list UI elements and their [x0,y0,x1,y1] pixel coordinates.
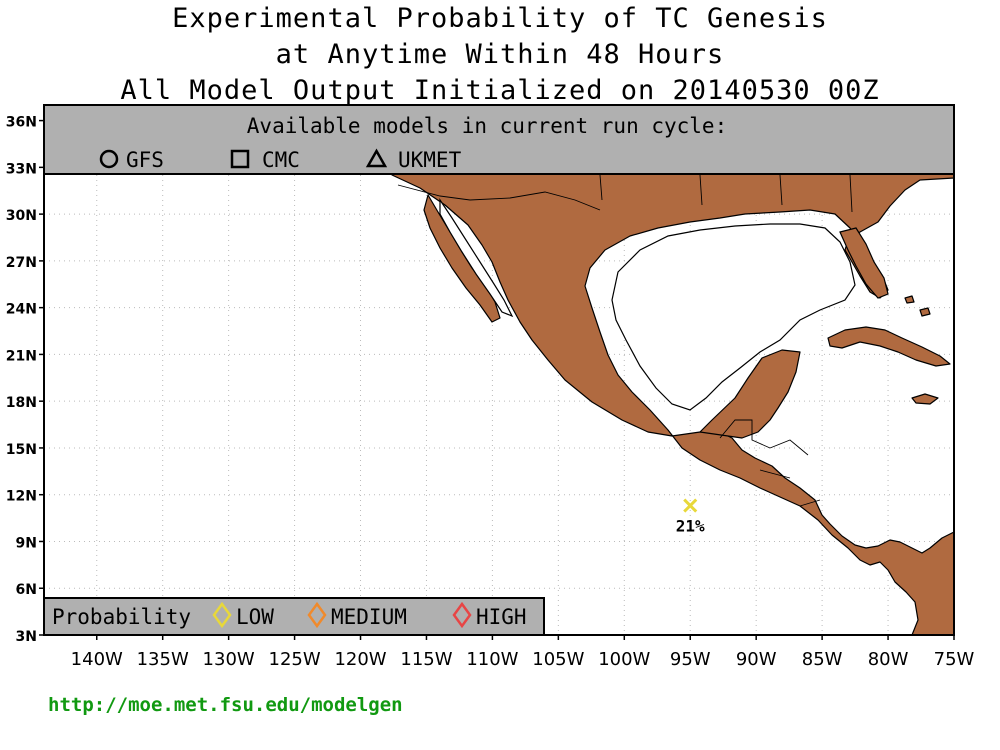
legend-high-label: HIGH [476,605,527,629]
lon-tick-label: 105W [532,649,584,670]
lat-tick-label: 27N [6,255,37,271]
lon-tick-label: 95W [670,649,711,670]
lat-tick-label: 24N [6,302,37,318]
lon-tick-label: 85W [802,649,843,670]
gulf-of-mexico [611,223,856,411]
cuba [827,326,951,367]
lat-tick-label: 12N [6,489,37,505]
lat-tick-label: 36N [6,115,37,131]
lat-tick-label: 6N [16,582,37,598]
legend-title: Probability [52,605,191,629]
triangle-icon [365,148,388,168]
circle-icon [99,149,119,169]
lon-tick-label: 80W [868,649,909,670]
square-icon [230,149,250,169]
lat-tick-label: 21N [6,348,37,364]
model-label-cmc: CMC [262,148,300,172]
lon-tick-label: 140W [71,649,123,670]
legend-medium-label: MEDIUM [331,605,407,629]
models-box-heading: Available models in current run cycle: [247,114,727,138]
jamaica [911,393,939,405]
genesis-probability-label: 21% [676,517,705,536]
model-label-ukmet: UKMET [398,148,462,172]
political-borders [397,174,853,507]
lat-tick-label: 9N [16,535,37,551]
source-url-link[interactable]: http://moe.met.fsu.edu/modelgen [48,694,403,716]
title-line-3: All Model Output Initialized on 20140530… [120,75,880,106]
genesis-markers: 21% [676,498,705,536]
model-label-gfs: GFS [126,148,164,172]
models-box: Available models in current run cycle: G… [43,104,955,175]
legend-low-label: LOW [236,605,274,629]
genesis-x-marker-icon [683,498,698,513]
latitude-axis: 36N 33N 30N 27N 24N 21N 18N 15N 12N 9N 6N 3N [6,115,44,645]
title-line-1: Experimental Probability of TC Genesis [172,3,828,34]
gulf-of-california [439,198,514,318]
lon-tick-label: 125W [269,649,321,670]
title-line-2: at Anytime Within 48 Hours [275,39,725,70]
legend-low-diamond-icon [212,601,232,629]
lon-tick-label: 90W [736,649,777,670]
bahamas-islands [904,295,931,317]
florida-peninsula [839,227,889,299]
legend-high-diamond-icon [452,601,472,629]
yucatan-peninsula [699,349,801,439]
lat-tick-label: 3N [16,629,37,645]
lon-tick-label: 115W [400,649,452,670]
lon-tick-label: 100W [598,649,650,670]
lon-tick-label: 110W [466,649,518,670]
probability-legend: Probability LOW MEDIUM HIGH [43,597,545,636]
lon-tick-label: 120W [334,649,386,670]
lat-tick-label: 18N [6,395,37,411]
lon-tick-label: 135W [137,649,189,670]
longitude-axis: 140W 135W 130W 125W 120W 115W 110W 105W 100W 95W 9… [71,635,975,670]
lat-tick-label: 15N [6,442,37,458]
lat-tick-label: 30N [6,208,37,224]
lat-tick-label: 33N [6,161,37,177]
lon-tick-label: 75W [934,649,975,670]
lon-tick-label: 130W [203,649,255,670]
legend-medium-diamond-icon [307,601,327,629]
